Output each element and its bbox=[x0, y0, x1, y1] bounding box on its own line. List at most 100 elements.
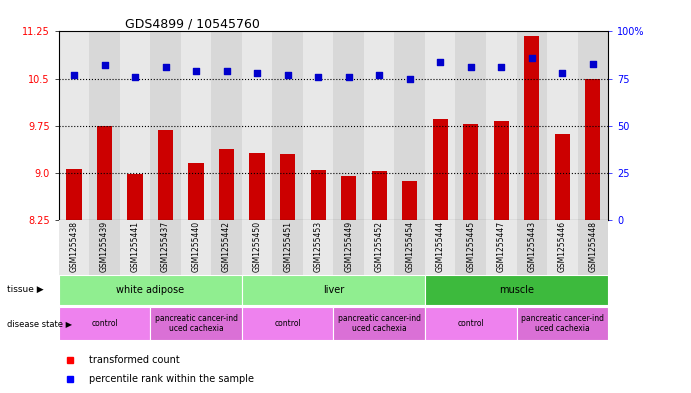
Text: liver: liver bbox=[323, 285, 344, 295]
Point bbox=[495, 64, 507, 70]
Bar bbox=[150, 31, 181, 220]
Bar bbox=[402, 181, 417, 220]
Point bbox=[191, 68, 202, 74]
Text: GSM1255438: GSM1255438 bbox=[70, 221, 79, 272]
Bar bbox=[425, 307, 516, 340]
Bar bbox=[242, 307, 333, 340]
Bar bbox=[272, 31, 303, 220]
Text: percentile rank within the sample: percentile rank within the sample bbox=[89, 374, 254, 384]
Point bbox=[312, 73, 323, 80]
Bar bbox=[219, 149, 234, 220]
Bar bbox=[127, 174, 142, 220]
Bar bbox=[59, 275, 242, 305]
Text: GSM1255437: GSM1255437 bbox=[161, 221, 170, 272]
Text: pancreatic cancer-ind
uced cachexia: pancreatic cancer-ind uced cachexia bbox=[338, 314, 421, 333]
Bar bbox=[59, 307, 151, 340]
Point bbox=[557, 70, 568, 76]
Bar bbox=[425, 220, 455, 275]
Text: GSM1255439: GSM1255439 bbox=[100, 221, 109, 272]
Bar bbox=[158, 130, 173, 220]
Point bbox=[160, 64, 171, 70]
Text: control: control bbox=[274, 319, 301, 328]
Bar bbox=[242, 31, 272, 220]
Bar bbox=[120, 220, 151, 275]
Text: muscle: muscle bbox=[499, 285, 534, 295]
Text: GSM1255442: GSM1255442 bbox=[222, 221, 231, 272]
Bar bbox=[211, 220, 242, 275]
Bar bbox=[516, 31, 547, 220]
Bar bbox=[303, 31, 333, 220]
Bar bbox=[249, 153, 265, 220]
Bar bbox=[364, 31, 395, 220]
Bar bbox=[395, 31, 425, 220]
Bar bbox=[59, 31, 89, 220]
Bar bbox=[242, 220, 272, 275]
Text: tissue ▶: tissue ▶ bbox=[7, 285, 44, 294]
Point bbox=[129, 73, 140, 80]
Bar bbox=[211, 31, 242, 220]
Bar bbox=[547, 31, 578, 220]
Bar bbox=[372, 171, 387, 220]
Bar bbox=[425, 31, 455, 220]
Point bbox=[465, 64, 476, 70]
Bar bbox=[455, 220, 486, 275]
Bar bbox=[578, 220, 608, 275]
Bar bbox=[280, 154, 295, 220]
Bar bbox=[341, 176, 357, 220]
Text: GSM1255452: GSM1255452 bbox=[375, 221, 384, 272]
Text: disease state ▶: disease state ▶ bbox=[7, 319, 72, 328]
Bar bbox=[89, 31, 120, 220]
Point bbox=[221, 68, 232, 74]
Bar bbox=[242, 275, 425, 305]
Text: control: control bbox=[457, 319, 484, 328]
Text: GDS4899 / 10545760: GDS4899 / 10545760 bbox=[124, 17, 260, 30]
Point bbox=[282, 72, 293, 78]
Bar bbox=[463, 124, 478, 220]
Bar bbox=[516, 220, 547, 275]
Bar bbox=[425, 275, 608, 305]
Bar bbox=[486, 220, 516, 275]
Bar bbox=[364, 220, 395, 275]
Point bbox=[435, 59, 446, 65]
Bar bbox=[486, 31, 516, 220]
Bar bbox=[333, 307, 425, 340]
Bar bbox=[333, 31, 364, 220]
Text: GSM1255453: GSM1255453 bbox=[314, 221, 323, 272]
Bar bbox=[303, 220, 333, 275]
Bar bbox=[151, 307, 242, 340]
Bar bbox=[433, 119, 448, 220]
Bar bbox=[333, 220, 364, 275]
Bar bbox=[585, 79, 600, 220]
Text: GSM1255447: GSM1255447 bbox=[497, 221, 506, 272]
Point bbox=[404, 75, 415, 82]
Bar bbox=[181, 31, 211, 220]
Bar bbox=[455, 31, 486, 220]
Text: transformed count: transformed count bbox=[89, 354, 180, 365]
Bar bbox=[524, 36, 540, 220]
Text: pancreatic cancer-ind
uced cachexia: pancreatic cancer-ind uced cachexia bbox=[155, 314, 238, 333]
Text: GSM1255440: GSM1255440 bbox=[191, 221, 200, 272]
Text: GSM1255441: GSM1255441 bbox=[131, 221, 140, 272]
Bar bbox=[120, 31, 150, 220]
Bar bbox=[493, 121, 509, 220]
Point bbox=[587, 61, 598, 67]
Bar bbox=[59, 220, 89, 275]
Text: GSM1255443: GSM1255443 bbox=[527, 221, 536, 272]
Text: white adipose: white adipose bbox=[116, 285, 184, 295]
Bar bbox=[516, 307, 608, 340]
Text: GSM1255449: GSM1255449 bbox=[344, 221, 353, 272]
Bar bbox=[66, 169, 82, 220]
Bar bbox=[151, 220, 181, 275]
Text: GSM1255445: GSM1255445 bbox=[466, 221, 475, 272]
Text: GSM1255454: GSM1255454 bbox=[405, 221, 414, 272]
Text: GSM1255446: GSM1255446 bbox=[558, 221, 567, 272]
Bar bbox=[310, 170, 325, 220]
Bar bbox=[395, 220, 425, 275]
Point bbox=[527, 55, 538, 61]
Bar bbox=[189, 163, 204, 220]
Point bbox=[99, 62, 110, 68]
Point bbox=[252, 70, 263, 76]
Text: control: control bbox=[91, 319, 118, 328]
Bar bbox=[181, 220, 211, 275]
Bar bbox=[89, 220, 120, 275]
